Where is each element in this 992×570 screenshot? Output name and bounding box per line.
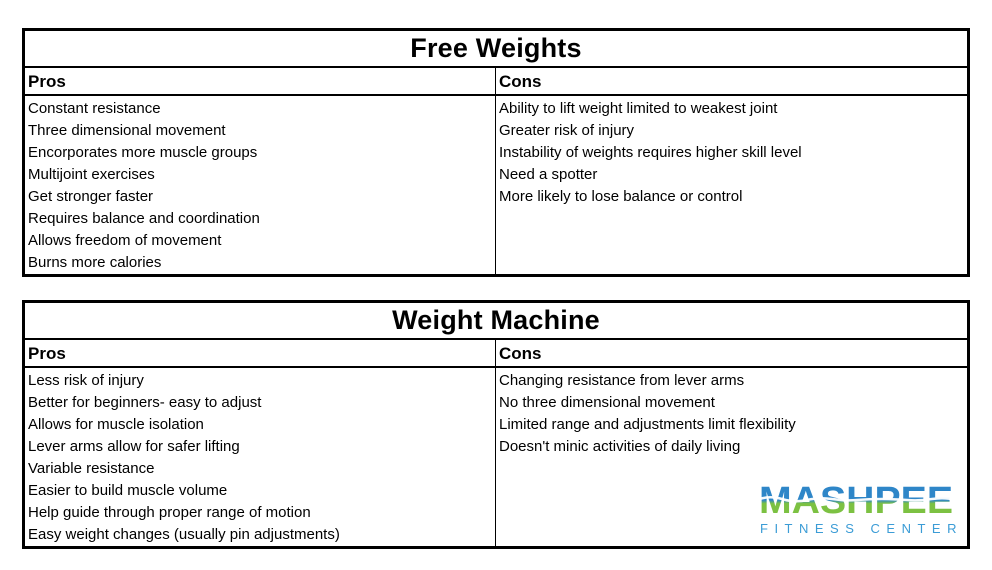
cons-cell: Ability to lift weight limited to weakes… [496,96,967,274]
table-title: Weight Machine [25,303,967,340]
pros-cell: Constant resistance Three dimensional mov… [25,96,496,274]
list-item: Allows freedom of movement [28,232,222,249]
list-item: More likely to lose balance or control [499,188,743,205]
list-item: Greater risk of injury [499,122,635,139]
list-item: Constant resistance [28,100,161,117]
list-item: Doesn't minic activities of daily living [499,438,741,455]
list-item: Need a spotter [499,166,598,183]
pros-column-header: Pros [25,68,496,94]
cons-column-header: Cons [499,343,542,363]
pros-list: Constant resistance Three dimensional mov… [25,96,495,274]
free-weights-table: Free Weights Pros Cons Constant resistan… [22,28,970,277]
list-item: Easy weight changes (usually pin adjustm… [28,526,340,543]
mashpee-fitness-center-logo: MASHPEE FITNESS CENTER [757,478,963,536]
list-item: Burns more calories [28,254,162,271]
wave-divider-icon [757,496,955,503]
list-item: Three dimensional movement [28,122,226,139]
list-item: Limited range and adjustments limit flex… [499,416,796,433]
column-header-row: Pros Cons [25,68,967,96]
list-item: Less risk of injury [28,372,144,389]
list-item: Get stronger faster [28,188,154,205]
list-item: Requires balance and coordination [28,210,260,227]
list-item: Lever arms allow for safer lifting [28,438,240,455]
list-item: Changing resistance from lever arms [499,372,745,389]
pros-column-header: Pros [25,340,496,366]
list-item: Easier to build muscle volume [28,482,228,499]
list-item: Encorporates more muscle groups [28,144,258,161]
list-item: Help guide through proper range of motio… [28,504,311,521]
table-body: Less risk of injury Better for beginners-… [25,368,967,546]
cons-cell: Changing resistance from lever arms No th… [496,368,967,546]
list-item: Variable resistance [28,460,155,477]
cons-list: Ability to lift weight limited to weakes… [496,96,967,208]
pros-cell: Less risk of injury Better for beginners-… [25,368,496,546]
weight-machine-table: Weight Machine Pros Cons Less risk of in… [22,300,970,549]
table-title: Free Weights [25,31,967,68]
logo-tagline: FITNESS CENTER [760,521,963,536]
column-header-row: Pros Cons [25,340,967,368]
list-item: Better for beginners- easy to adjust [28,394,262,411]
cons-list: Changing resistance from lever arms No th… [496,368,967,458]
list-item: Allows for muscle isolation [28,416,204,433]
table-body: Constant resistance Three dimensional mov… [25,96,967,274]
mashpee-wordmark-icon: MASHPEE [757,480,955,520]
list-item: Ability to lift weight limited to weakes… [499,100,778,117]
pros-list: Less risk of injury Better for beginners-… [25,368,495,546]
list-item: No three dimensional movement [499,394,715,411]
list-item: Instability of weights requires higher s… [499,144,802,161]
cons-column-header: Cons [499,71,542,91]
list-item: Multijoint exercises [28,166,155,183]
